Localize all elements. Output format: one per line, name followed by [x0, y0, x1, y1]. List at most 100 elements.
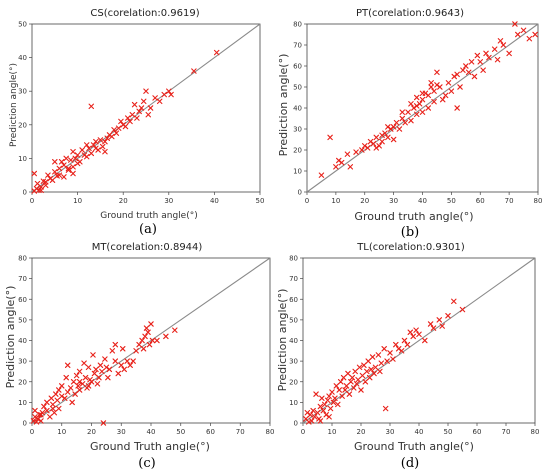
y-tick-label: 40	[293, 105, 302, 113]
data-point	[326, 393, 332, 399]
data-point	[373, 145, 380, 151]
y-tick-label: 80	[293, 21, 302, 29]
data-point	[329, 389, 335, 395]
data-point	[318, 172, 325, 178]
data-point	[445, 80, 452, 86]
data-point	[335, 401, 341, 408]
data-point	[454, 71, 460, 78]
x-tick-label: 30	[164, 197, 173, 205]
identity-line	[31, 23, 261, 193]
x-tick-label: 70	[502, 428, 511, 436]
data-point	[88, 150, 95, 157]
data-point	[468, 59, 475, 65]
y-tick-label: 20	[289, 378, 298, 386]
data-point	[419, 90, 426, 97]
y-tick-label: 70	[18, 275, 27, 283]
data-point	[480, 67, 486, 73]
data-point	[416, 331, 422, 338]
data-point	[140, 98, 147, 105]
data-point	[109, 133, 115, 140]
xlabel-tl: Ground Truth angle(°)	[354, 440, 474, 453]
data-point	[76, 368, 83, 375]
data-point	[63, 374, 69, 381]
y-tick-label: 70	[289, 275, 298, 283]
data-point	[368, 366, 374, 373]
data-point	[408, 117, 414, 124]
data-point	[99, 143, 106, 150]
title-mt: MT(corelation:0.8944)	[92, 242, 203, 253]
data-point	[70, 148, 76, 155]
data-point	[145, 329, 151, 335]
data-point	[338, 159, 345, 166]
data-point	[138, 105, 145, 111]
data-point	[119, 346, 126, 352]
x-tick-label: 20	[357, 428, 366, 436]
data-point	[79, 147, 85, 153]
data-point	[61, 162, 67, 168]
data-point	[491, 46, 498, 52]
data-point	[385, 134, 391, 141]
data-point	[413, 111, 420, 118]
data-point	[463, 63, 469, 69]
data-point	[362, 379, 369, 385]
data-point	[317, 418, 324, 424]
axes-tl: 0 10 20 30 40 50 60 70 80 0 10 20 30 40 50 60 70 80	[289, 255, 539, 437]
y-tick-label: 30	[293, 126, 302, 134]
data-point	[129, 111, 136, 118]
data-point	[56, 165, 63, 172]
data-point	[413, 327, 419, 333]
identity-line	[302, 257, 536, 424]
data-point	[333, 383, 340, 389]
data-point	[399, 109, 406, 115]
y-tick-label: 80	[289, 255, 298, 263]
data-point	[451, 73, 458, 80]
x-tick-label: 30	[117, 428, 126, 436]
x-tick-label: 50	[256, 197, 265, 205]
data-point	[90, 142, 97, 148]
data-point	[76, 387, 83, 393]
data-point	[50, 405, 56, 412]
x-tick-label: 60	[206, 428, 215, 436]
axes-mt: 0 10 20 30 40 50 60 70 80 0 10 20 30 40 50 60 70 80	[18, 255, 274, 437]
data-point	[63, 155, 69, 162]
data-point	[442, 92, 449, 99]
data-point	[152, 95, 158, 101]
x-tick-label: 80	[531, 428, 540, 436]
data-point	[163, 333, 169, 340]
y-tick-label: 20	[18, 378, 27, 386]
data-point	[402, 119, 408, 126]
data-point	[113, 130, 120, 136]
data-point	[390, 356, 396, 362]
y-tick-label: 70	[293, 42, 302, 50]
data-point	[125, 115, 131, 121]
data-point	[38, 412, 44, 418]
data-point	[404, 341, 411, 348]
data-point	[79, 381, 86, 387]
data-point	[339, 393, 345, 399]
data-point	[500, 42, 507, 48]
y-tick-label: 30	[18, 88, 27, 96]
y-tick-label: 30	[18, 358, 27, 366]
data-point	[344, 151, 351, 157]
data-point	[413, 94, 420, 101]
data-point	[88, 379, 95, 385]
x-tick-label: 60	[473, 428, 482, 436]
data-point	[336, 387, 342, 393]
caption-d: (d)	[401, 456, 419, 471]
data-point	[44, 399, 50, 406]
data-point	[213, 49, 220, 56]
data-point	[497, 38, 504, 44]
y-tick-label: 0	[298, 189, 302, 197]
data-point	[102, 148, 108, 155]
data-point	[75, 383, 81, 389]
y-tick-label: 60	[289, 296, 298, 304]
data-point	[494, 56, 501, 63]
data-point	[143, 88, 149, 94]
data-point	[86, 145, 92, 152]
data-point	[378, 360, 385, 366]
data-point	[353, 149, 359, 155]
y-tick-label: 30	[289, 358, 298, 366]
data-point	[100, 420, 107, 426]
ylabel-cs: Prediction angle(°)	[9, 63, 19, 147]
data-point	[109, 348, 116, 354]
